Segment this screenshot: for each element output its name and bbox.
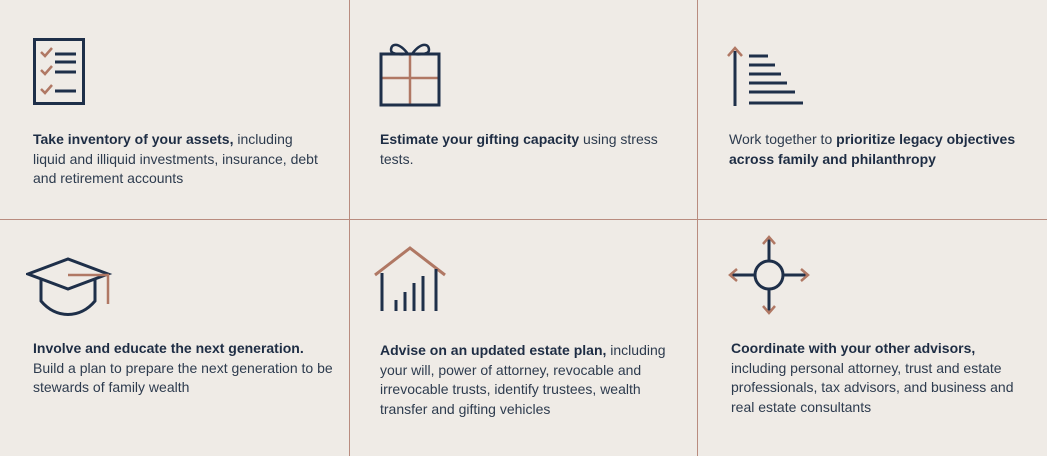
priorities-lead: Work together to <box>729 131 837 147</box>
gift-icon <box>379 43 441 107</box>
inventory-heading: Take inventory of your assets, <box>33 131 234 147</box>
next-generation-heading: Involve and educate the next generation. <box>33 340 304 356</box>
priorities-description: Work together to prioritize legacy objec… <box>729 130 1034 169</box>
graduation-cap-icon <box>26 257 113 316</box>
column-divider <box>349 0 350 456</box>
house-chart-icon <box>374 246 446 311</box>
next-generation-description: Involve and educate the next generation.… <box>33 339 333 398</box>
checklist-icon <box>33 38 85 105</box>
gifting-heading: Estimate your gifting capacity <box>380 131 580 147</box>
inventory-description: Take inventory of your assets, including… <box>33 130 323 189</box>
advisors-detail: including personal attorney, trust and e… <box>731 359 1014 415</box>
row-divider <box>0 219 1047 220</box>
advisors-heading: Coordinate with your other advisors, <box>731 340 976 356</box>
inventory-detail: including liquid and illiquid investment… <box>33 131 318 187</box>
next-generation-detail: Build a plan to prepare the next generat… <box>33 359 333 396</box>
gifting-description: Estimate your gifting capacity using str… <box>380 130 680 169</box>
estate-plan-heading: Advise on an updated estate plan, <box>380 342 607 358</box>
estate-plan-detail: including your will, power of attorney, … <box>380 342 666 417</box>
advisors-description: Coordinate with your other advisors, inc… <box>731 339 1031 417</box>
column-divider <box>697 0 698 456</box>
priority-bars-icon <box>727 46 803 106</box>
estate-plan-description: Advise on an updated estate plan, includ… <box>380 341 690 419</box>
compass-arrows-icon <box>728 235 810 315</box>
gifting-detail: using stress tests. <box>380 131 658 167</box>
priorities-heading: prioritize legacy objectives across fami… <box>729 131 1016 167</box>
